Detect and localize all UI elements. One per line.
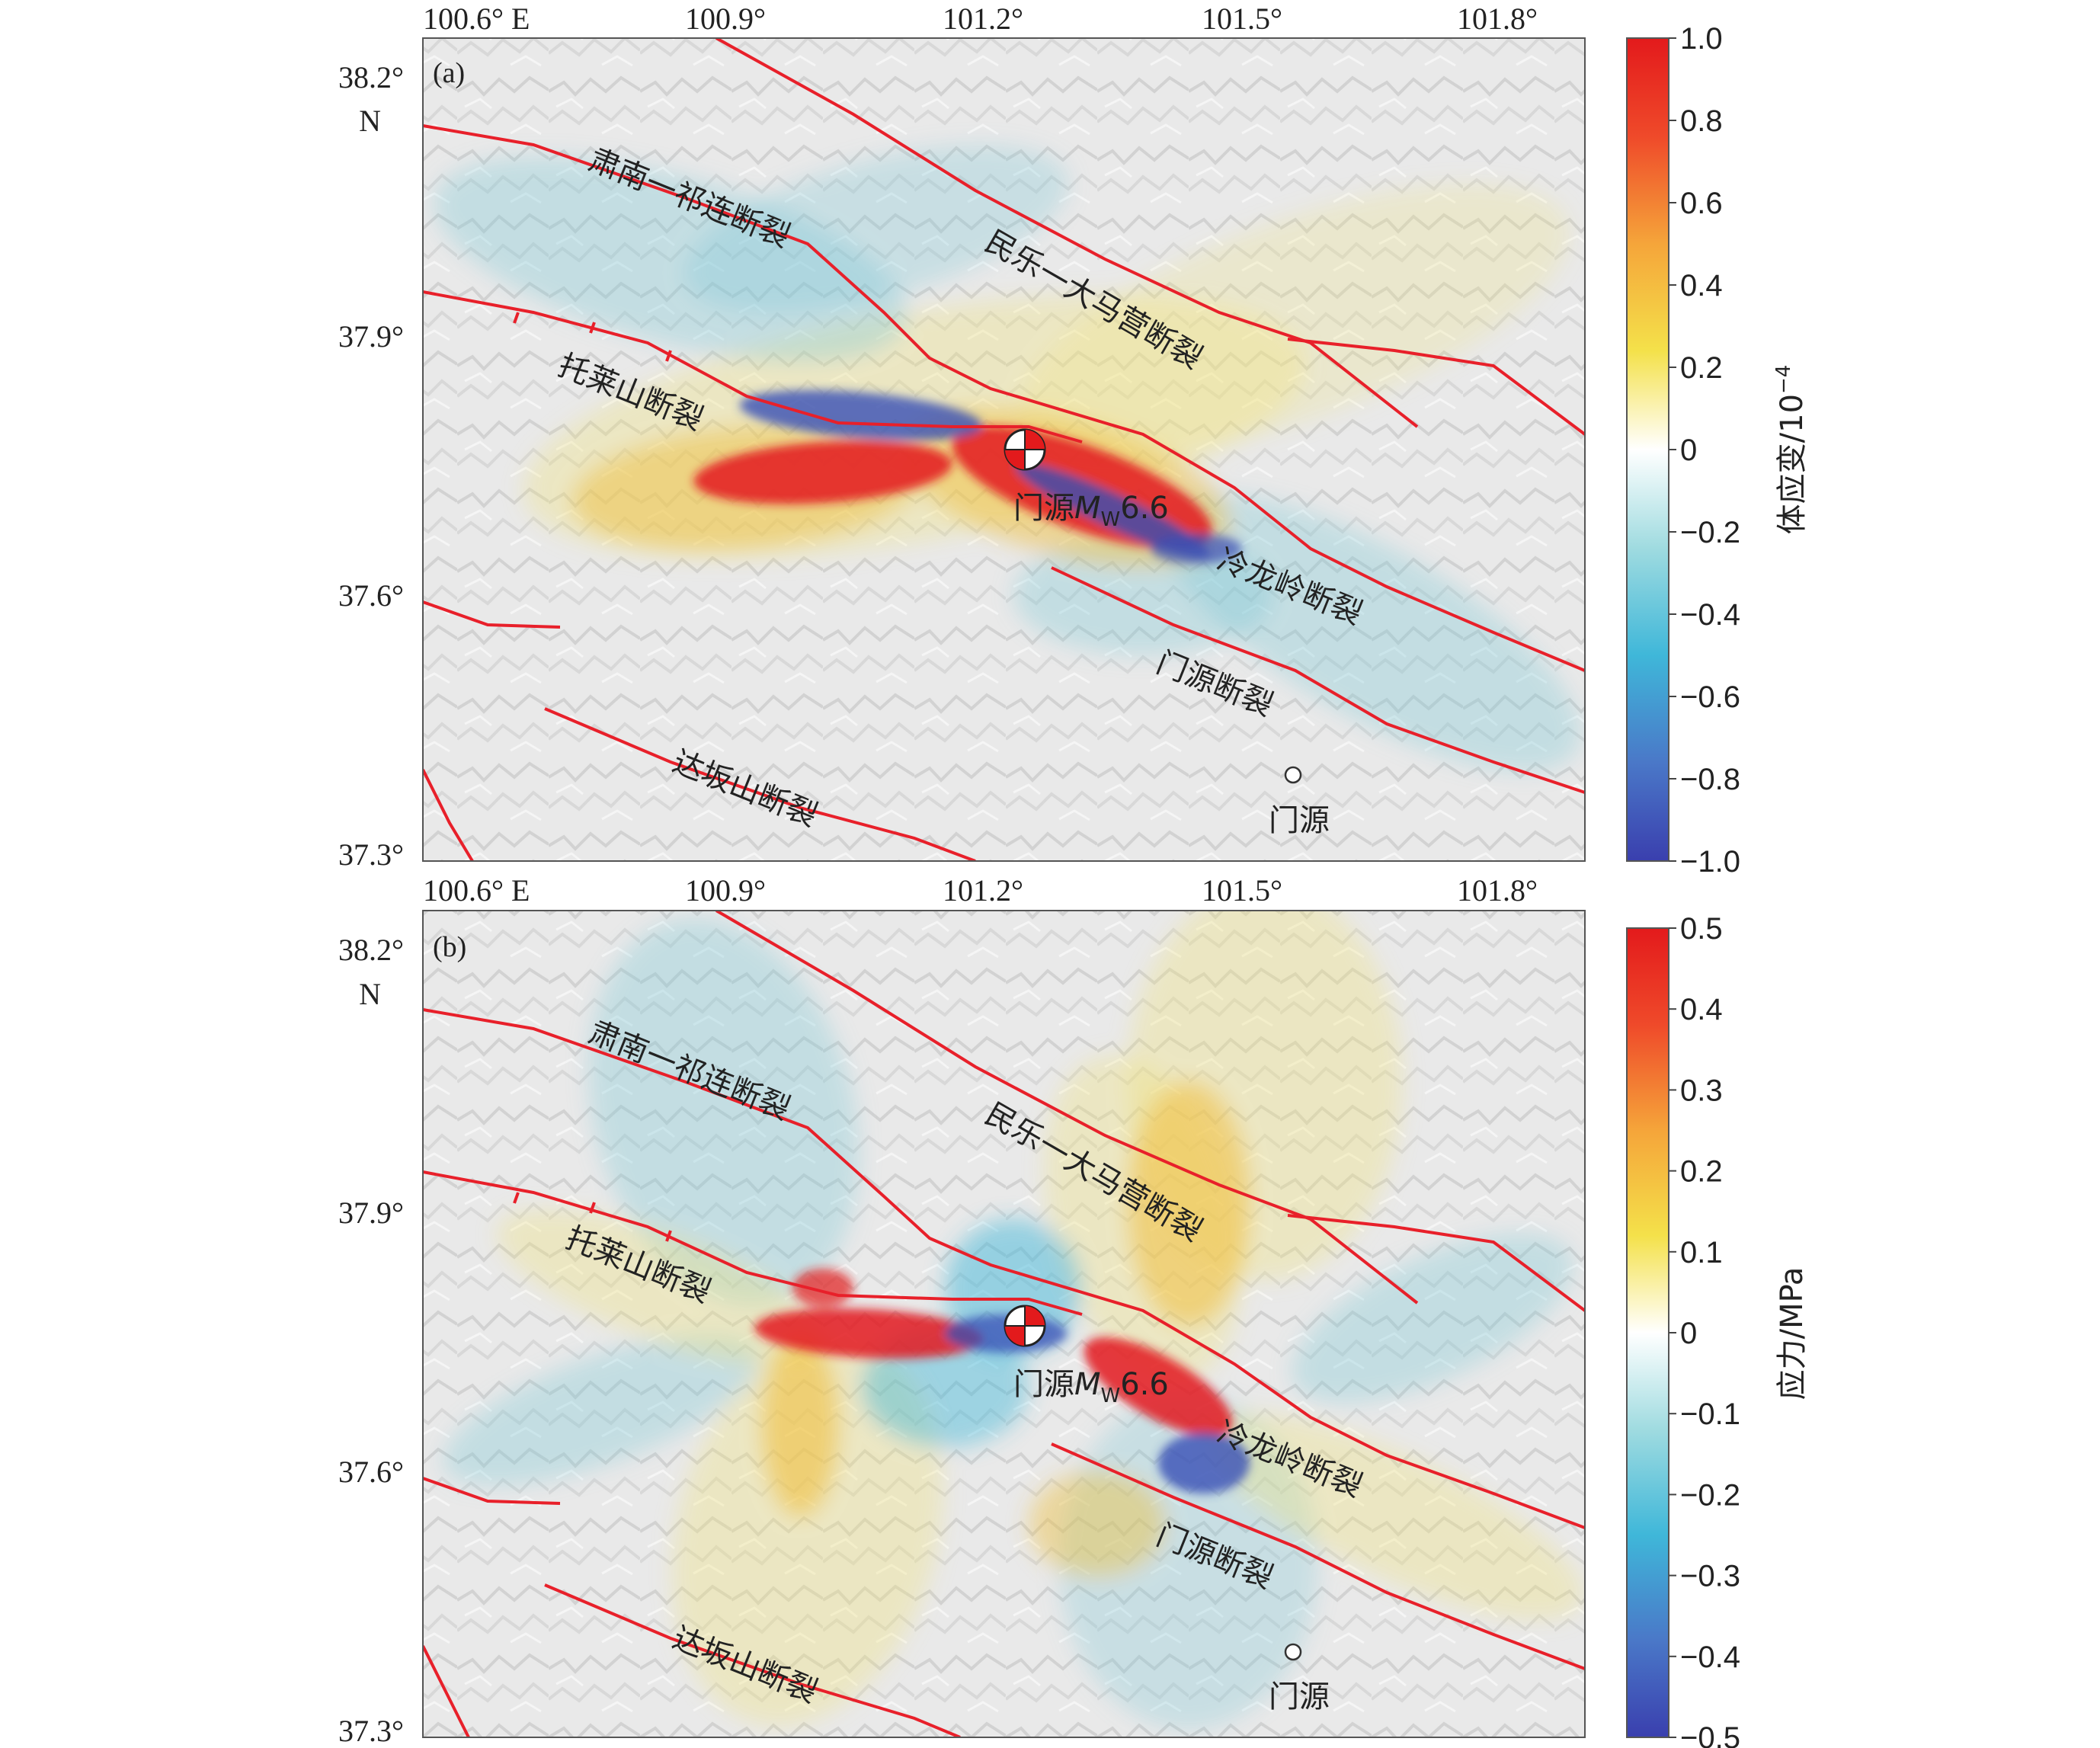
lon-tick: 101.2° xyxy=(943,873,1023,908)
lon-tick: 101.8° xyxy=(1457,873,1538,908)
panel-b-frame xyxy=(422,910,1586,1738)
colorbar-ticks: 1.0 0.8 0.6 0.4 0.2 0 −0.2 −0.4 −0.6 −0.8 −1.0 xyxy=(1669,22,1740,879)
lat-tick: 37.9° xyxy=(338,1196,404,1230)
colorbar-ticks: 0.5 0.4 0.3 0.2 0.1 0 −0.1 −0.2 −0.3 −0.4 −0.5 xyxy=(1669,912,1740,1748)
fault-line xyxy=(1287,338,1585,436)
fault-lines xyxy=(423,911,1585,1737)
colorbar-tick-label: −0.6 xyxy=(1680,680,1740,714)
fault-line xyxy=(423,1008,1585,1529)
lon-tick: 101.8° xyxy=(1457,2,1538,36)
colorbar-tick-label: 0 xyxy=(1680,1317,1697,1350)
fault-line xyxy=(423,1170,1083,1316)
colorbar-tick-label: −0.8 xyxy=(1680,763,1740,796)
colorbar-tick-label: −0.1 xyxy=(1680,1397,1740,1431)
fault-line xyxy=(423,124,1585,672)
panel-a: 肃南一祁连断裂 民乐一大马营断裂 托莱山断裂 冷龙岭断裂 门源断裂 达坂山断裂 … xyxy=(338,2,1810,879)
fault-line xyxy=(544,1583,961,1737)
colorbar-tick-label: −1.0 xyxy=(1680,845,1740,879)
colorbar-tick-label: 0 xyxy=(1680,434,1697,467)
town-label: 门源 xyxy=(1269,803,1330,838)
colorbar-tick-label: 0.6 xyxy=(1680,187,1723,220)
colorbar-ramp xyxy=(1626,927,1669,1738)
fault-line xyxy=(423,1645,470,1737)
lon-tick: 101.5° xyxy=(1202,2,1282,36)
colorbar-tick-label: 0.2 xyxy=(1680,351,1723,385)
colorbar-ramp xyxy=(1626,37,1669,862)
top-tick-labels: 100.6° E 100.9° 101.2° 101.5° 101.8° xyxy=(423,873,1538,908)
colorbar-tick-label: 0.4 xyxy=(1680,993,1723,1026)
colorbar-a: 1.0 0.8 0.6 0.4 0.2 0 −0.2 −0.4 −0.6 −0.8 −1.0 体应变… xyxy=(1626,22,1810,879)
fault-lines xyxy=(423,38,1585,861)
epicenter-beachball[interactable] xyxy=(1004,428,1046,471)
town-marker[interactable] xyxy=(1284,1643,1302,1661)
lon-tick: 100.9° xyxy=(685,873,766,908)
panel-a-map: 肃南一祁连断裂 民乐一大马营断裂 托莱山断裂 冷龙岭断裂 门源断裂 达坂山断裂 … xyxy=(423,38,1585,861)
stress-field xyxy=(443,911,1583,1730)
lon-tick: 100.6° E xyxy=(423,873,530,908)
colorbar-tick-label: −0.4 xyxy=(1680,1641,1740,1674)
colorbar-tick-label: 1.0 xyxy=(1680,22,1723,56)
fault-line xyxy=(423,769,474,861)
top-tick-labels: 100.6° E 100.9° 101.2° 101.5° 101.8° xyxy=(423,2,1538,36)
colorbar-tick-label: −0.5 xyxy=(1680,1721,1740,1748)
colorbar-title: 应力/MPa xyxy=(1775,1267,1810,1401)
panel-b: 肃南一祁连断裂 民乐一大马营断裂 托莱山断裂 冷龙岭断裂 门源断裂 达坂山断裂 … xyxy=(338,873,1810,1748)
colorbar-tick-label: −0.3 xyxy=(1680,1560,1740,1593)
lat-tick: 37.3° xyxy=(338,1714,404,1748)
lon-tick: 100.6° E xyxy=(423,2,530,36)
colorbar-tick-label: 0.4 xyxy=(1680,269,1723,303)
lon-tick: 101.5° xyxy=(1202,873,1282,908)
epicenter-label: 门源MW6.6 xyxy=(1013,491,1169,531)
lat-tick: 37.6° xyxy=(338,578,404,613)
lat-tick: 38.2° xyxy=(338,933,404,967)
lon-tick: 100.9° xyxy=(685,2,766,36)
colorbar-tick-label: −0.4 xyxy=(1680,598,1740,632)
town-marker[interactable] xyxy=(1284,766,1302,784)
colorbar-tick-label: −0.2 xyxy=(1680,1478,1740,1512)
lat-tick: 37.6° xyxy=(338,1455,404,1489)
fault-line xyxy=(423,600,561,629)
town-label: 门源 xyxy=(1269,1679,1330,1714)
left-tick-labels: 38.2° N 37.9° 37.6° 37.3° xyxy=(338,933,404,1748)
panel-b-map: 肃南一祁连断裂 民乐一大马营断裂 托莱山断裂 冷龙岭断裂 门源断裂 达坂山断裂 … xyxy=(423,911,1585,1737)
left-tick-labels: 38.2° N 37.9° 37.6° 37.3° xyxy=(338,60,404,872)
thrust-ticks xyxy=(513,312,672,362)
lat-tick: N xyxy=(359,104,381,138)
colorbar-tick-label: −0.2 xyxy=(1680,516,1740,549)
fault-line xyxy=(1051,566,1585,794)
panel-tag: (b) xyxy=(433,931,466,963)
fault-line xyxy=(423,1477,561,1505)
epicenter-beachball[interactable] xyxy=(1004,1305,1046,1347)
colorbar-tick-label: 0.8 xyxy=(1680,104,1723,138)
lat-tick: 37.9° xyxy=(338,319,404,354)
colorbar-tick-label: 0.2 xyxy=(1680,1155,1723,1189)
colorbar-title: 体应变/10−4 xyxy=(1772,365,1810,535)
colorbar-b: 0.5 0.4 0.3 0.2 0.1 0 −0.1 −0.2 −0.3 −0.4 −0.5 应力/… xyxy=(1626,912,1810,1748)
fault-line xyxy=(1287,1214,1585,1312)
fault-line xyxy=(1051,1442,1585,1670)
panel-tag: (a) xyxy=(433,57,465,89)
colorbar-tick-label: 0.1 xyxy=(1680,1236,1723,1269)
fault-line xyxy=(423,290,1083,443)
lon-tick: 101.2° xyxy=(943,2,1023,36)
lat-tick: 37.3° xyxy=(338,837,404,872)
lat-tick: 38.2° xyxy=(338,60,404,94)
colorbar-tick-label: 0.3 xyxy=(1680,1074,1723,1107)
colorbar-tick-label: 0.5 xyxy=(1680,912,1723,946)
thrust-ticks xyxy=(513,1192,672,1242)
lat-tick: N xyxy=(359,977,381,1011)
panel-a-frame xyxy=(422,37,1586,862)
fault-line xyxy=(544,707,976,861)
epicenter-label: 门源MW6.6 xyxy=(1013,1367,1169,1407)
